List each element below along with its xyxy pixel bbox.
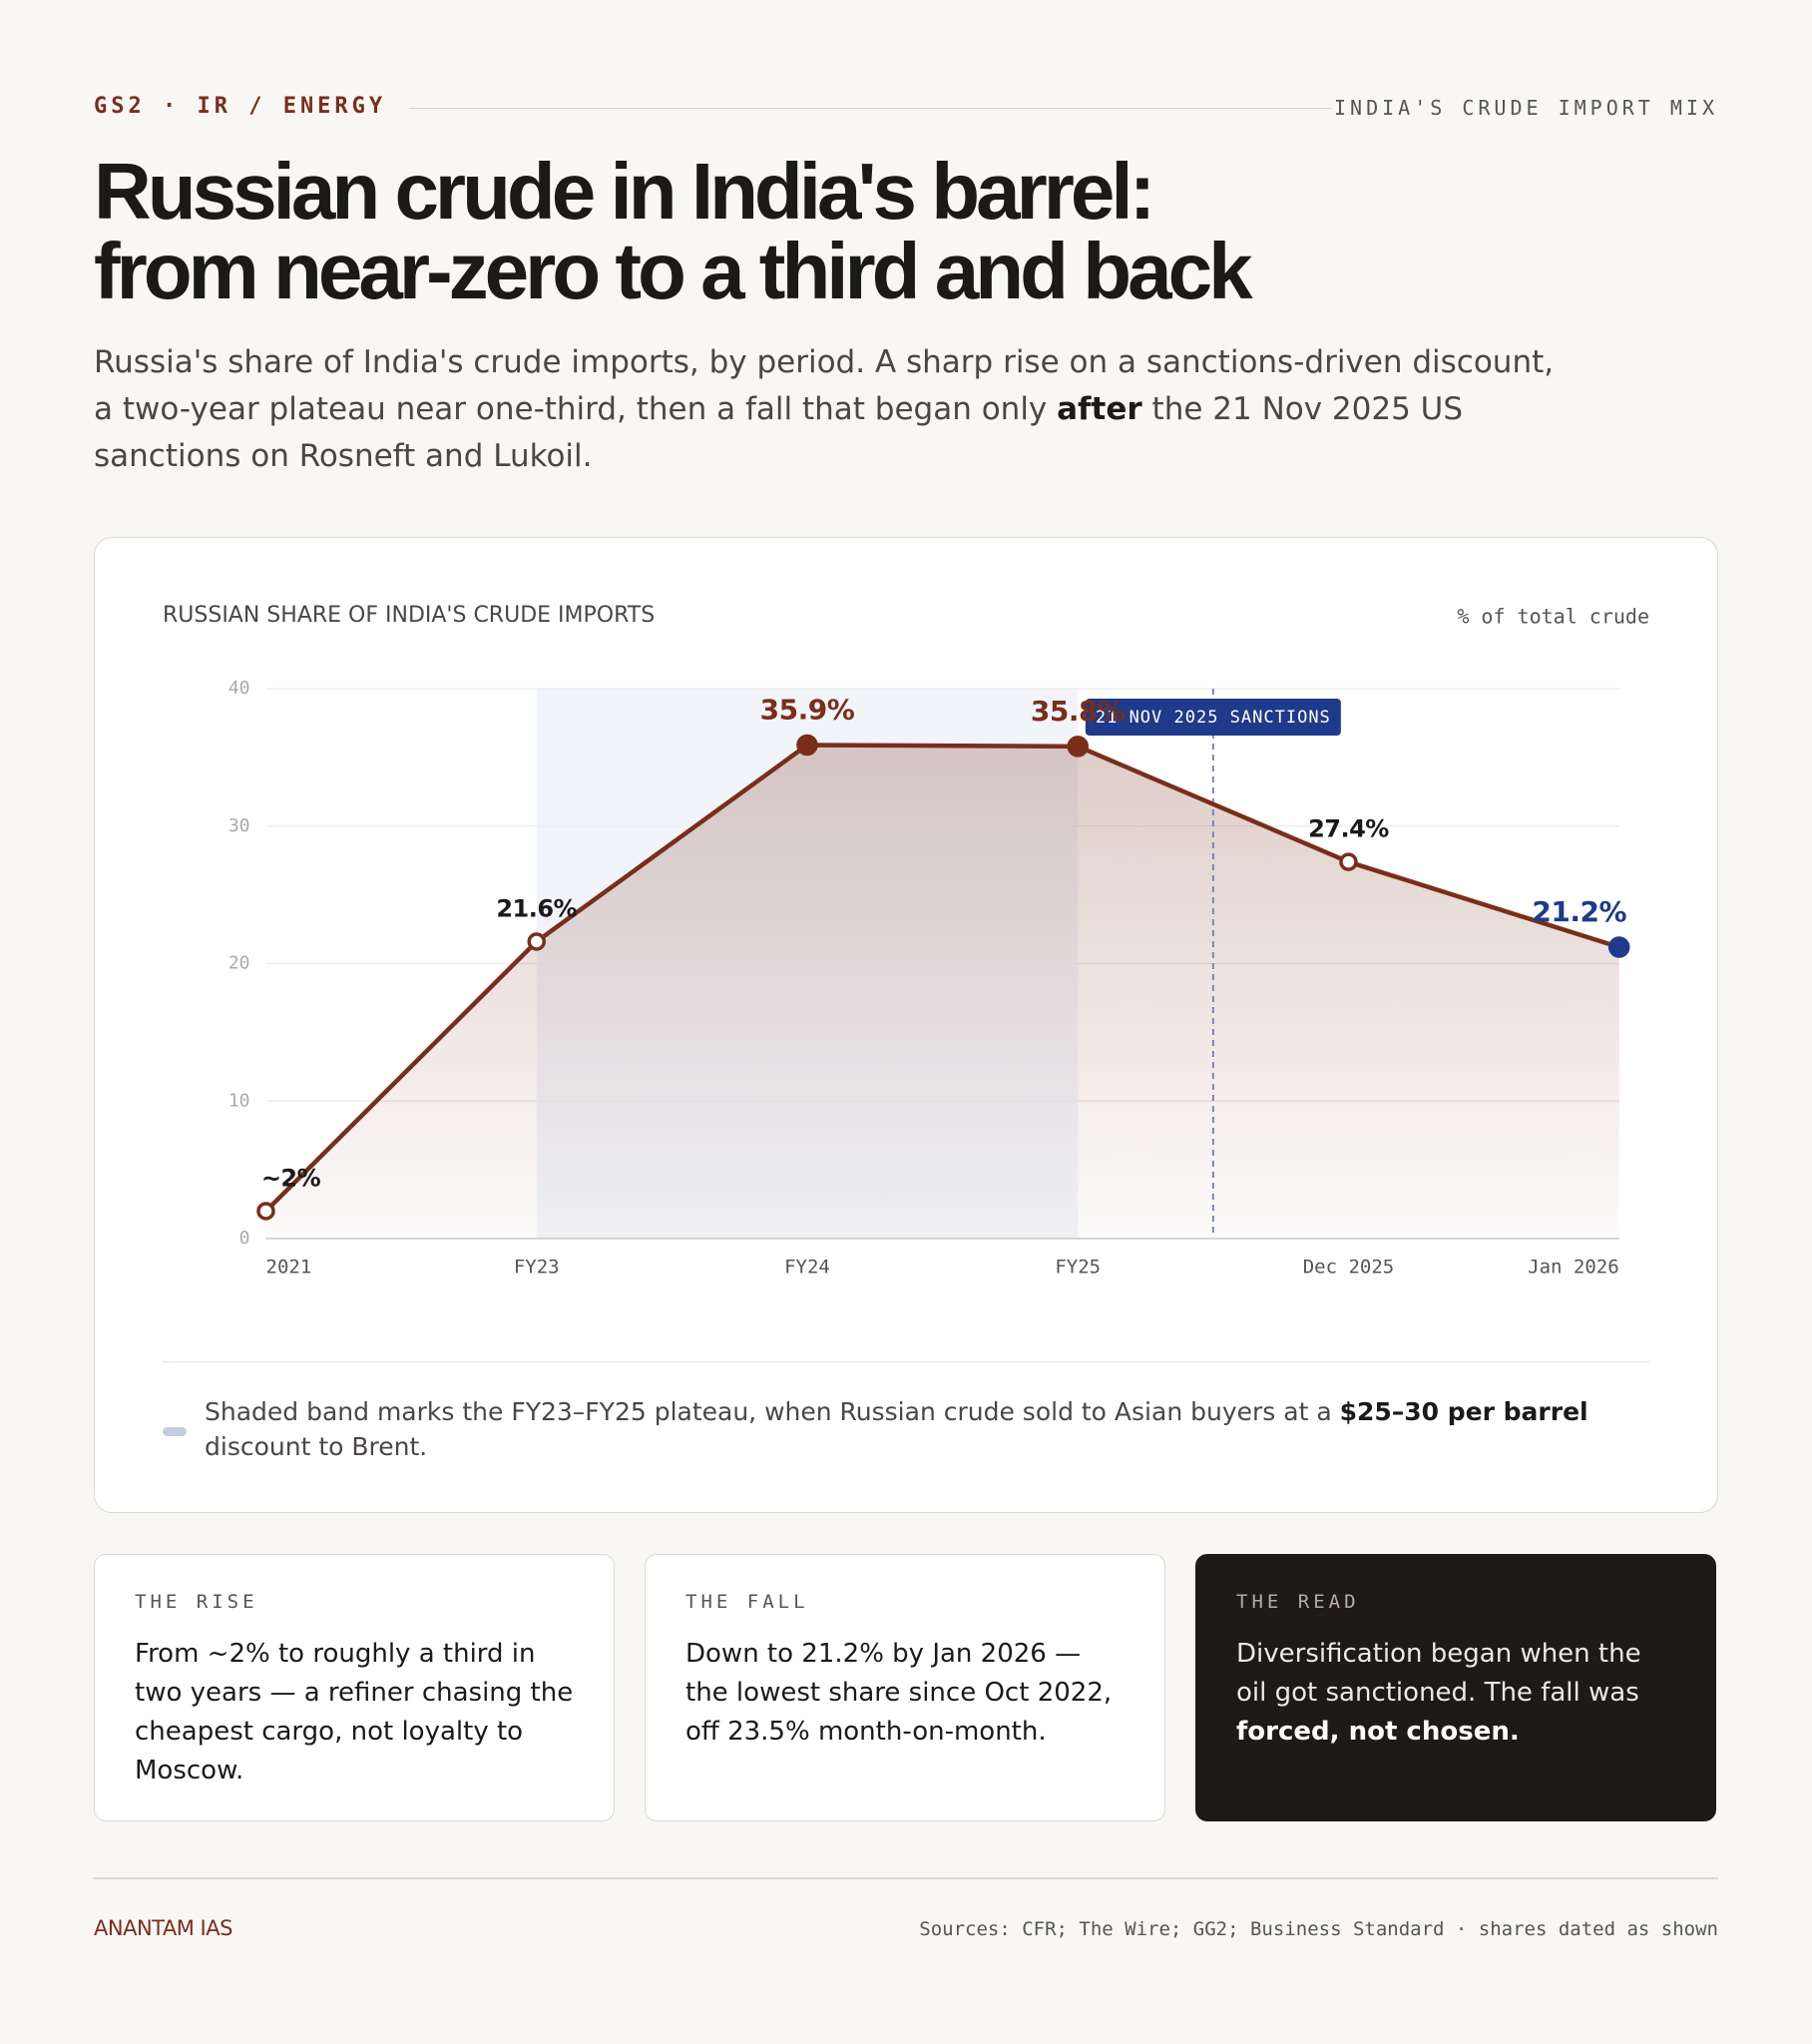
card-read: THE READ Diversification began when the o… (1195, 1554, 1716, 1821)
point (256, 1202, 275, 1221)
y-tick-label: 20 (228, 953, 250, 974)
x-tick-label: Jan 2026 (1528, 1257, 1619, 1278)
card-text: Diversification began when the oil got s… (1236, 1635, 1675, 1752)
value-label: 21.2% (1532, 895, 1626, 928)
legend-swatch (163, 1427, 187, 1436)
area (265, 745, 1619, 1239)
x-tick-label: FY25 (1055, 1257, 1101, 1278)
divider (163, 1361, 1649, 1362)
point (796, 734, 818, 757)
y-tick-label: 30 (228, 815, 250, 836)
point (1339, 852, 1358, 871)
card-rise: THE RISE From ~2% to roughly a third in t… (94, 1554, 615, 1821)
chart: RUSSIAN SHARE OF INDIA'S CRUDE IMPORTS %… (163, 603, 1649, 1278)
emphasis: after (1057, 391, 1142, 427)
y-tick-label: 0 (239, 1228, 250, 1249)
text: discount to Brent. (205, 1432, 428, 1461)
card-label: THE FALL (685, 1591, 809, 1613)
brand: ANANTAM IAS (94, 1916, 232, 1940)
subtitle: Russia's share of India's crude imports,… (94, 339, 1571, 480)
text: the 21 Nov 2025 US sanctions on Rosneft … (94, 391, 1464, 474)
headline: Russian crude in India's barrel: from ne… (94, 147, 1253, 315)
unit-label: % of total crude (1457, 605, 1649, 629)
card-label: THE READ (1236, 1591, 1360, 1613)
point (1067, 736, 1089, 758)
emphasis: $25–30 per barrel (1339, 1397, 1588, 1426)
card-text: From ~2% to roughly a third in two years… (135, 1635, 574, 1790)
headline-line: Russian crude in India's barrel: (94, 147, 1155, 236)
line (263, 743, 1620, 1214)
footer-rule (94, 1877, 1718, 1879)
chart-title: RUSSIAN SHARE OF INDIA'S CRUDE IMPORTS (163, 603, 655, 628)
annotation: 21 NOV 2025 SANCTIONS (1096, 708, 1331, 728)
text: Diversification began when the oil got s… (1236, 1639, 1641, 1708)
value-label: 21.6% (496, 894, 577, 922)
emphasis: forced, not chosen. (1236, 1717, 1520, 1747)
sources: Sources: CFR; The Wire; GG2; Business St… (919, 1918, 1718, 1940)
value-label: 35.8% (1031, 695, 1126, 728)
y-tick-label: 40 (228, 678, 250, 699)
caption: Shaded band marks the FY23–FY25 plateau,… (205, 1394, 1661, 1464)
text: Down to 21.2% by Jan 2026 — the lowest s… (685, 1639, 1113, 1747)
value-label: ~2% (261, 1164, 321, 1192)
x-tick-label: FY23 (514, 1257, 560, 1278)
header-rule (409, 108, 1332, 109)
text: Shaded band marks the FY23–FY25 plateau,… (205, 1397, 1340, 1426)
card-text: Down to 21.2% by Jan 2026 — the lowest s… (685, 1635, 1125, 1752)
value-label: 27.4% (1308, 815, 1389, 843)
x-tick-label: Dec 2025 (1303, 1257, 1395, 1278)
point (527, 932, 546, 951)
card-fall: THE FALL Down to 21.2% by Jan 2026 — the … (645, 1554, 1165, 1821)
x-tick-label: 2021 (266, 1257, 312, 1278)
annotation-box (1085, 699, 1341, 736)
card-label: THE RISE (135, 1591, 258, 1613)
text: From ~2% to roughly a third in two years… (135, 1639, 574, 1786)
x-tick-label: FY24 (784, 1257, 830, 1278)
text: Russia's share of India's crude imports,… (94, 344, 1555, 427)
header-tag: INDIA'S CRUDE IMPORT MIX (1334, 96, 1718, 120)
kicker: GS2 · IR / ENERGY (94, 94, 387, 119)
headline-line: from near-zero to a third and back (94, 227, 1253, 315)
point (1607, 936, 1630, 958)
y-tick-label: 10 (228, 1090, 250, 1111)
value-label: 35.9% (760, 693, 855, 726)
